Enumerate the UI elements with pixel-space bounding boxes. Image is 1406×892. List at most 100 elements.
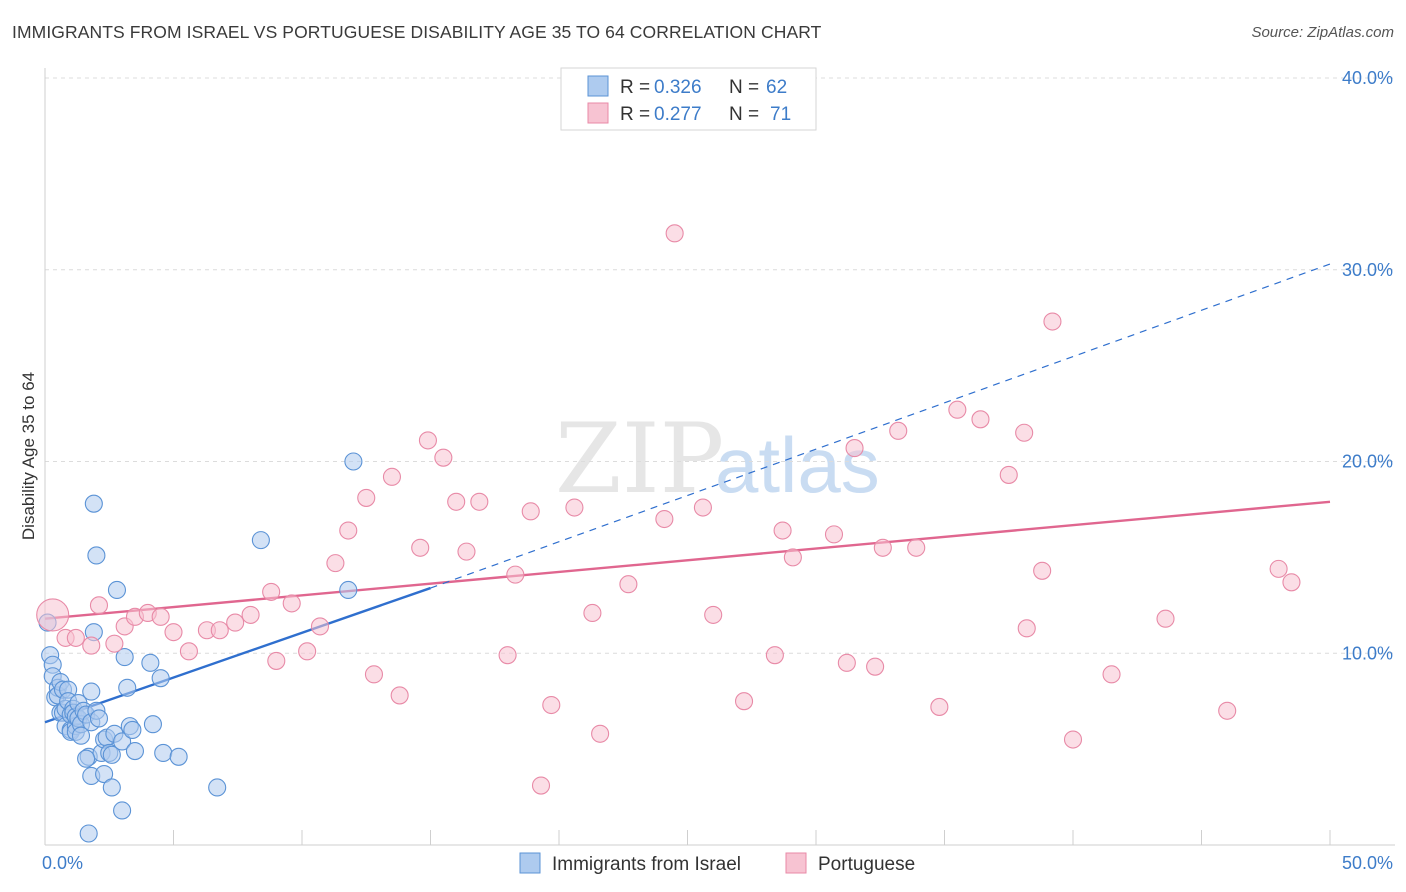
data-point-portuguese (241, 605, 260, 624)
y-tick-label: 10.0% (1342, 643, 1393, 663)
data-point-portuguese (164, 623, 183, 642)
trendlines (44, 263, 1331, 724)
y-tick-label: 30.0% (1342, 260, 1393, 280)
data-point-portuguese (1218, 701, 1237, 720)
data-point-portuguese (521, 502, 540, 521)
bottom-legend-label-israel: Immigrants from Israel (552, 854, 741, 875)
data-point-portuguese (783, 548, 802, 567)
data-point-israel (87, 546, 106, 565)
data-point-portuguese (210, 621, 229, 640)
data-point-israel (118, 678, 137, 697)
data-point-portuguese (151, 607, 170, 626)
data-point-portuguese (434, 448, 453, 467)
data-point-israel (77, 749, 96, 768)
data-point-portuguese (1043, 312, 1062, 331)
data-point-portuguese (907, 538, 926, 557)
data-point-portuguese (262, 582, 281, 601)
y-tick-labels: 10.0% 20.0% 30.0% 40.0% (1342, 68, 1393, 663)
data-point-israel (82, 682, 101, 701)
y-tick-label: 20.0% (1342, 452, 1393, 472)
legend-r-value-portuguese: 0.277 (654, 104, 702, 125)
data-point-portuguese (364, 665, 384, 684)
data-point-portuguese (930, 697, 949, 716)
data-point-portuguese (765, 646, 784, 665)
data-point-israel (79, 824, 98, 843)
data-point-portuguese (971, 410, 990, 429)
bottom-legend-swatch-israel (519, 852, 541, 874)
data-point-israel (102, 745, 121, 764)
data-point-portuguese (226, 613, 245, 632)
data-point-portuguese (948, 400, 967, 419)
legend-n-label: N = (729, 104, 759, 125)
trendline-israel (44, 586, 431, 724)
data-point-portuguese (873, 538, 892, 557)
data-point-portuguese (357, 488, 376, 507)
gridlines (45, 77, 1395, 654)
y-axis-title: Disability Age 35 to 64 (19, 372, 38, 540)
watermark-atlas: atlas (715, 421, 880, 509)
legend-r-value-israel: 0.326 (654, 77, 702, 98)
data-point-portuguese (326, 554, 345, 573)
legend-r-label: R = (620, 77, 650, 98)
data-point-israel (143, 715, 162, 734)
data-point-portuguese (66, 628, 85, 647)
data-point-israel (339, 580, 358, 600)
data-point-portuguese (1156, 609, 1175, 628)
data-point-portuguese (470, 492, 489, 511)
data-point-israel (251, 531, 270, 550)
chart-title: IMMIGRANTS FROM ISRAEL VS PORTUGUESE DIS… (12, 22, 822, 42)
data-point-portuguese (866, 657, 885, 676)
data-point-portuguese (583, 603, 602, 623)
data-point-israel (344, 452, 363, 471)
data-point-israel (208, 778, 227, 797)
data-point-portuguese (542, 695, 561, 715)
data-point-israel (123, 720, 142, 740)
data-point-portuguese (506, 565, 525, 584)
data-point-portuguese (498, 646, 517, 665)
data-point-israel (115, 648, 134, 667)
data-point-portuguese (889, 421, 908, 440)
data-point-portuguese (665, 224, 684, 243)
data-point-portuguese (298, 642, 317, 661)
data-point-israel (89, 709, 109, 728)
trendline-portuguese (44, 500, 1331, 620)
data-point-portuguese (1063, 730, 1083, 749)
data-point-portuguese (1017, 619, 1036, 638)
data-point-israel (113, 801, 132, 820)
data-point-israel (141, 653, 160, 672)
data-point-portuguese (565, 498, 584, 517)
series-portuguese-points (36, 224, 1301, 795)
x-tick-labels: 0.0% 50.0% (42, 853, 1393, 873)
watermark-zip: ZIP (555, 403, 724, 515)
legend-swatch-israel (587, 75, 609, 97)
data-point-portuguese (457, 542, 476, 561)
data-point-israel (154, 743, 173, 763)
data-point-portuguese (105, 634, 124, 653)
x-tick-label: 0.0% (42, 853, 83, 873)
data-point-israel (95, 765, 114, 784)
data-point-portuguese (655, 509, 674, 529)
data-point-portuguese (999, 465, 1018, 484)
data-point-portuguese (339, 521, 358, 540)
bottom-legend: Immigrants from Israel Portuguese (519, 852, 915, 875)
data-point-israel (107, 580, 127, 600)
data-point-portuguese (447, 492, 466, 511)
data-point-portuguese (1269, 559, 1288, 578)
data-point-portuguese (837, 653, 856, 672)
x-tick-label: 50.0% (1342, 853, 1393, 873)
data-point-israel (102, 778, 121, 797)
data-point-portuguese (382, 467, 402, 486)
data-point-portuguese (282, 594, 301, 613)
data-point-portuguese (734, 692, 754, 711)
data-point-portuguese (179, 642, 198, 661)
data-point-portuguese (310, 617, 330, 636)
data-point-portuguese (1282, 573, 1301, 592)
data-point-portuguese (824, 525, 844, 544)
data-point-portuguese (89, 596, 109, 615)
data-point-portuguese (704, 605, 723, 624)
legend-r-label: R = (620, 104, 650, 125)
data-point-portuguese (1015, 423, 1034, 442)
data-point-portuguese (36, 598, 70, 632)
data-point-portuguese (390, 686, 409, 705)
data-point-portuguese (418, 431, 437, 450)
